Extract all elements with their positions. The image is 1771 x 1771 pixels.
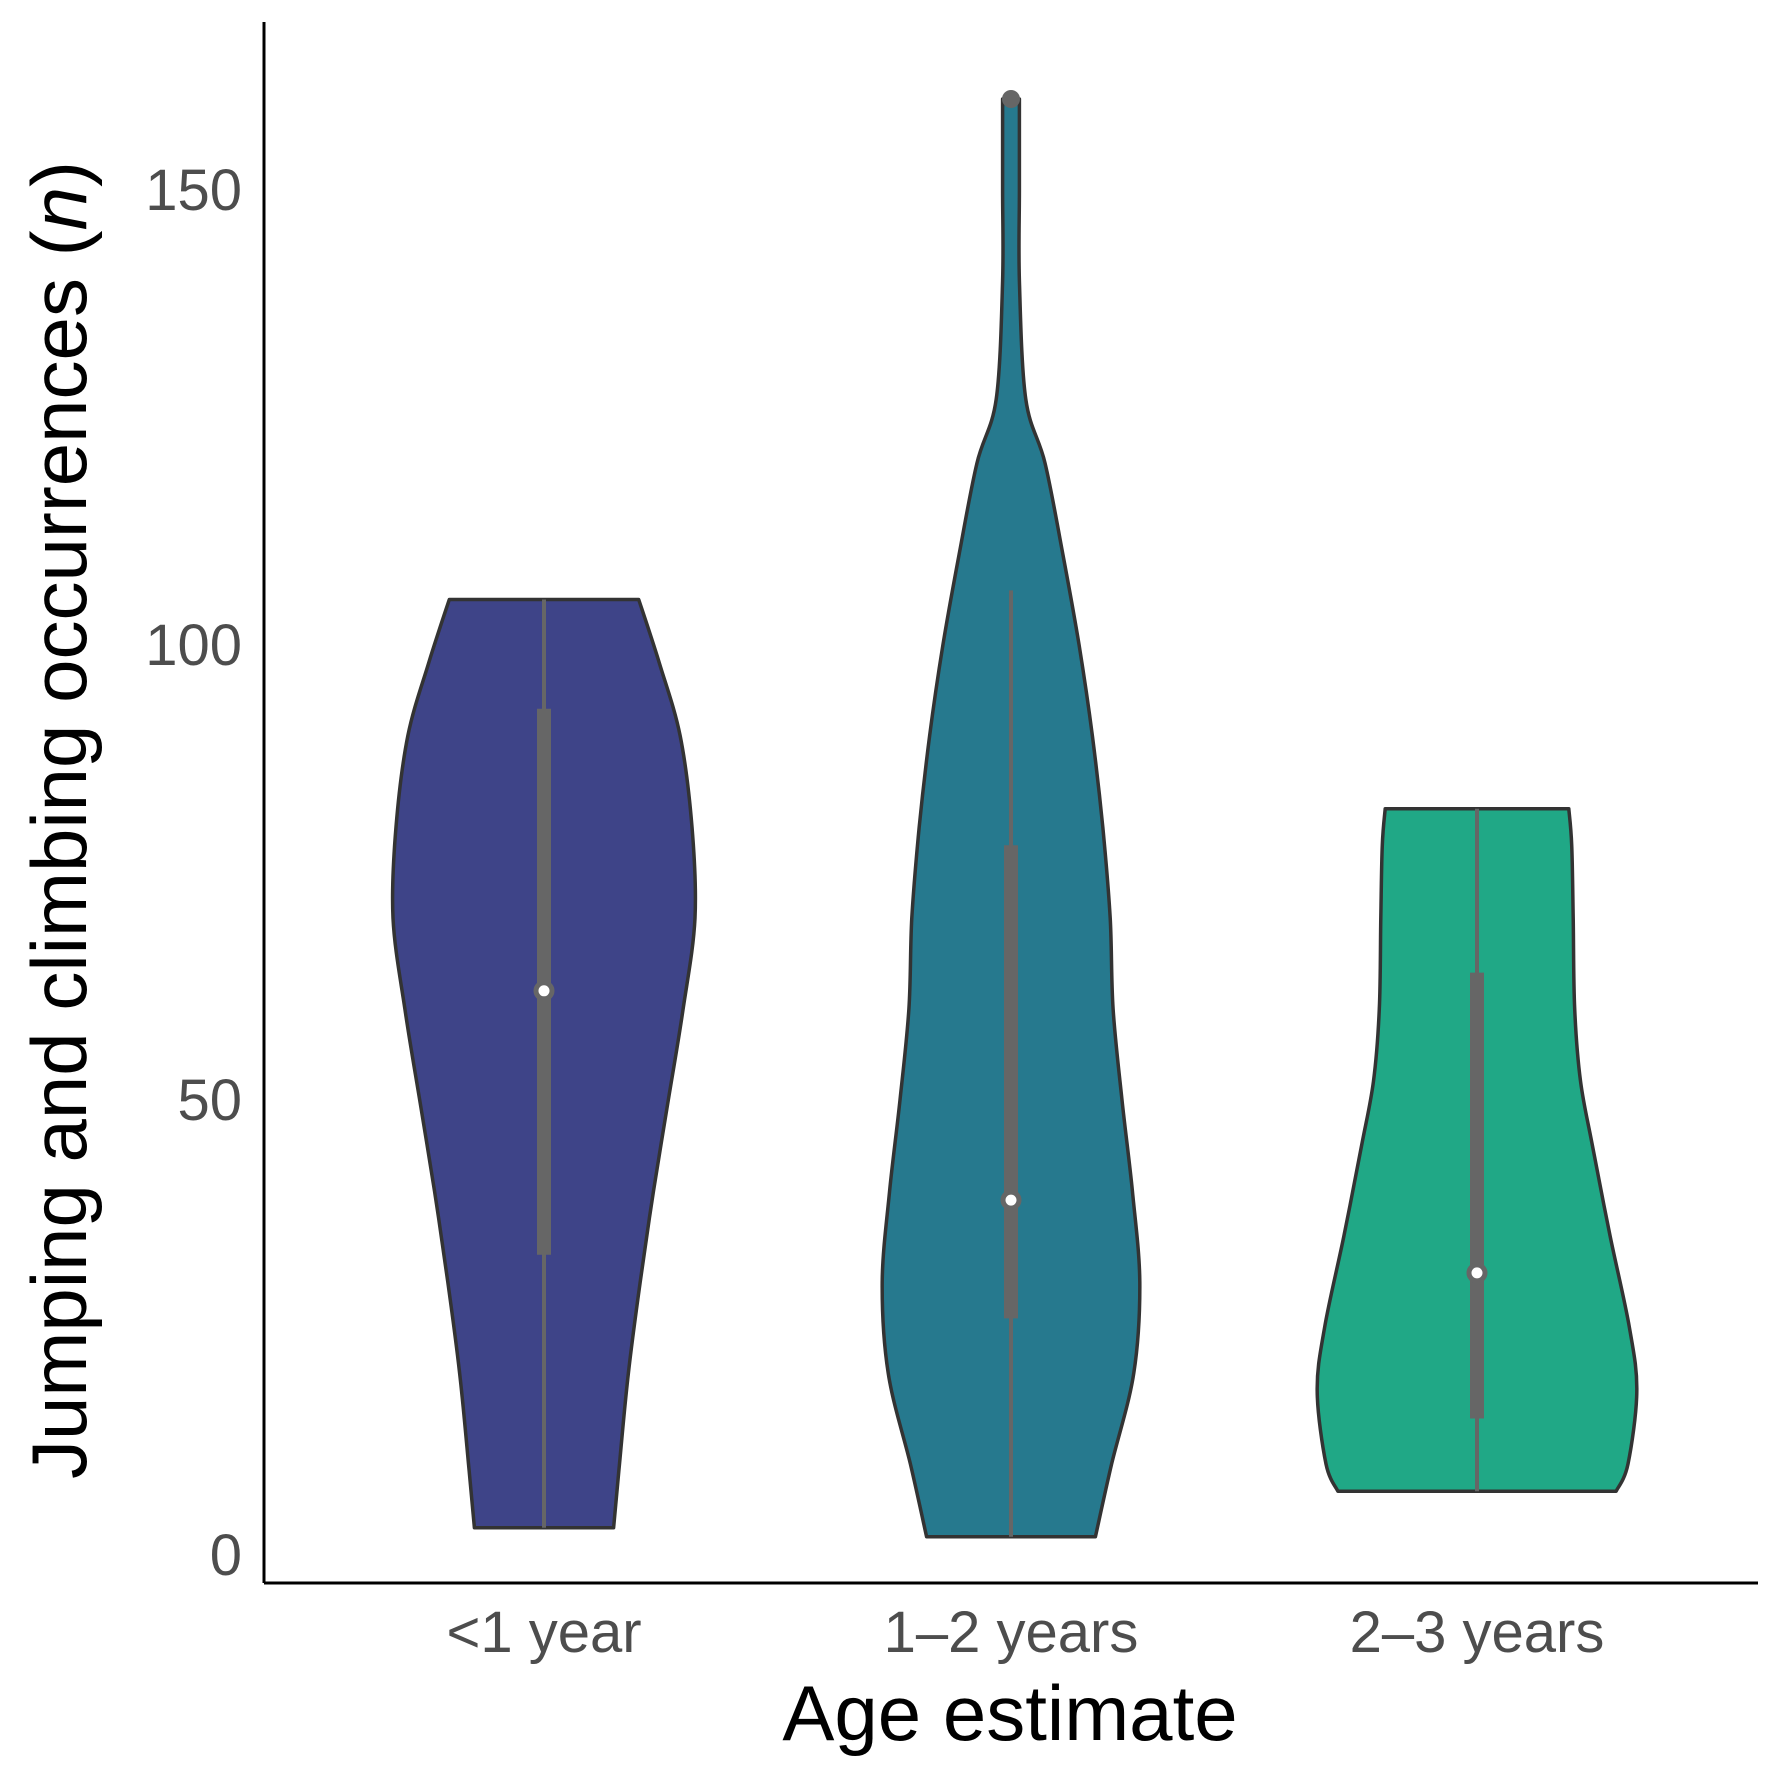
x-axis-title: Age estimate: [782, 1669, 1237, 1757]
y-tick-labels: 0 50 100 150: [145, 158, 242, 1588]
y-tick-label: 0: [210, 1523, 242, 1588]
y-axis-title: Jumping and climbing occurrences (n): [15, 161, 103, 1479]
violins-layer: [390, 90, 1639, 1539]
y-tick-label: 150: [145, 158, 242, 223]
x-tick-label: 2–3 years: [1350, 1600, 1605, 1665]
median-point: [1466, 1262, 1488, 1284]
outlier-point: [1002, 90, 1020, 108]
y-tick-label: 50: [177, 1068, 242, 1133]
y-axis-title-close-paren: ): [15, 161, 103, 187]
y-axis-title-main: Jumping and climbing occurrences: [15, 278, 103, 1479]
x-tick-label: <1 year: [446, 1600, 641, 1665]
median-point: [1000, 1189, 1022, 1211]
median-point: [533, 980, 555, 1002]
x-tick-labels: <1 year 1–2 years 2–3 years: [446, 1600, 1604, 1665]
axes-layer: [262, 22, 1758, 1585]
y-axis-title-open-paren: (: [15, 230, 103, 278]
y-axis-title-symbol: n: [15, 187, 103, 230]
x-tick-label: 1–2 years: [884, 1600, 1139, 1665]
y-tick-label: 100: [145, 613, 242, 678]
